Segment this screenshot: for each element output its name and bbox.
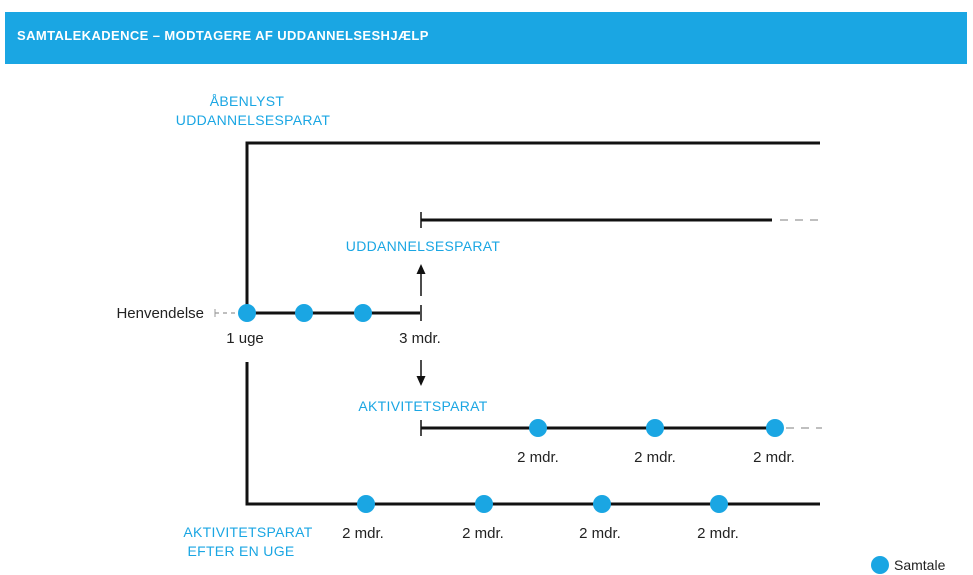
samtale-dot (646, 419, 664, 437)
label-2-mdr: 2 mdr. (579, 525, 621, 542)
arrow-down-icon (416, 376, 426, 386)
arrow-up-icon (416, 264, 426, 274)
track-label-activity-ready: AKTIVITETSPARAT (358, 398, 487, 414)
samtale-dot (529, 419, 547, 437)
samtale-dot (295, 304, 313, 322)
label-henvendelse: Henvendelse (116, 305, 204, 322)
track-label-educ-ready: UDDANNELSESPARAT (346, 238, 501, 254)
samtale-dot (354, 304, 372, 322)
track-label-activity-week-line1: AKTIVITETSPARAT (183, 524, 312, 540)
label-2-mdr: 2 mdr. (697, 525, 739, 542)
track-label-open-line1: ÅBENLYST (210, 93, 285, 109)
track-label-activity-week-line2: EFTER EN UGE (187, 543, 294, 559)
legend-label: Samtale (894, 557, 946, 573)
label-2-mdr: 2 mdr. (342, 525, 384, 542)
label-2-mdr: 2 mdr. (753, 449, 795, 466)
samtale-dot (766, 419, 784, 437)
samtale-dot (357, 495, 375, 513)
header-bar: SAMTALEKADENCE – MODTAGERE AF UDDANNELSE… (5, 12, 967, 64)
samtale-dot (475, 495, 493, 513)
label-1-uge: 1 uge (226, 330, 264, 347)
samtale-dot (710, 495, 728, 513)
label-2-mdr: 2 mdr. (517, 449, 559, 466)
samtale-dot (238, 304, 256, 322)
samtale-dot (593, 495, 611, 513)
legend-dot-icon (871, 556, 889, 574)
label-2-mdr: 2 mdr. (462, 525, 504, 542)
label-2-mdr: 2 mdr. (634, 449, 676, 466)
label-3-mdr: 3 mdr. (399, 330, 441, 347)
page-title: SAMTALEKADENCE – MODTAGERE AF UDDANNELSE… (17, 28, 429, 43)
track-label-open-line2: UDDANNELSESPARAT (176, 112, 331, 128)
legend: Samtale (871, 556, 946, 574)
